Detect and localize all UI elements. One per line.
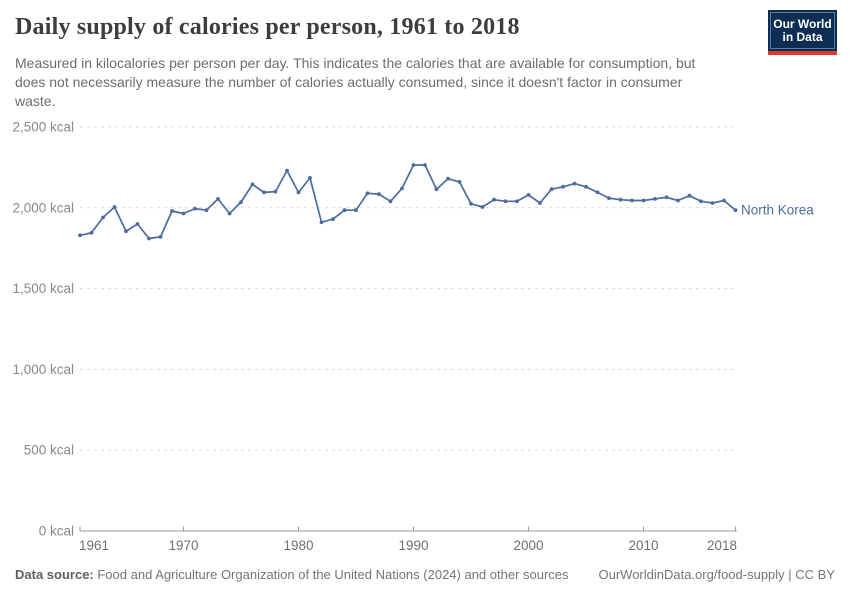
data-point bbox=[549, 187, 554, 192]
data-point bbox=[89, 230, 94, 235]
data-point bbox=[561, 184, 565, 189]
data-point bbox=[262, 190, 266, 195]
data-point bbox=[365, 191, 370, 196]
data-point bbox=[722, 198, 726, 203]
data-point bbox=[572, 181, 577, 186]
owid-logo-text: in Data bbox=[782, 29, 823, 44]
data-line bbox=[79, 164, 737, 240]
data-point bbox=[733, 208, 738, 213]
data-point bbox=[664, 195, 669, 200]
owid-logo-text: Our World bbox=[773, 16, 832, 31]
y-tick-label: 500 kcal bbox=[24, 443, 74, 458]
data-point bbox=[699, 199, 703, 204]
data-point bbox=[503, 199, 508, 204]
x-tick-label: 2010 bbox=[628, 538, 658, 553]
subtitle-line: does not necessarily measure the number … bbox=[15, 74, 683, 90]
data-point bbox=[285, 168, 289, 173]
data-point bbox=[457, 180, 462, 184]
x-tick-label: 2000 bbox=[513, 538, 543, 553]
data-point bbox=[147, 236, 151, 241]
y-tick-label: 1,500 kcal bbox=[12, 281, 74, 296]
data-point bbox=[377, 192, 381, 197]
page-title: Daily supply of calories per person, 196… bbox=[15, 14, 520, 40]
data-point bbox=[170, 209, 174, 213]
data-point bbox=[480, 205, 485, 209]
data-point bbox=[676, 198, 680, 203]
data-point bbox=[216, 197, 220, 201]
data-point bbox=[227, 211, 232, 216]
y-tick-label: 2,000 kcal bbox=[12, 200, 74, 215]
data-point bbox=[492, 197, 496, 202]
data-point bbox=[400, 186, 404, 191]
owid-cc-link[interactable]: OurWorldinData.org/food-supply | CC BY bbox=[598, 567, 835, 582]
data-source-text: Food and Agriculture Organization of the… bbox=[93, 567, 569, 582]
data-point bbox=[469, 201, 473, 206]
data-point bbox=[526, 193, 531, 197]
data-point bbox=[618, 197, 623, 202]
data-point bbox=[331, 217, 335, 222]
data-point bbox=[354, 208, 358, 213]
data-point bbox=[411, 163, 416, 167]
data-point bbox=[434, 187, 439, 192]
data-point bbox=[124, 229, 128, 234]
data-point bbox=[607, 196, 611, 201]
data-point bbox=[641, 198, 646, 203]
data-point bbox=[101, 215, 105, 220]
data-point bbox=[446, 176, 450, 181]
data-point bbox=[78, 233, 82, 238]
data-point bbox=[630, 198, 634, 203]
data-point bbox=[193, 206, 197, 211]
data-point bbox=[515, 199, 519, 204]
data-point bbox=[687, 193, 692, 198]
subtitle-line: waste. bbox=[15, 93, 56, 109]
x-tick-label: 1990 bbox=[398, 538, 428, 553]
data-point bbox=[273, 189, 278, 194]
y-tick-label: 0 kcal bbox=[39, 524, 74, 539]
data-point bbox=[595, 190, 600, 195]
data-point bbox=[319, 220, 324, 225]
y-tick-label: 2,500 kcal bbox=[12, 120, 74, 135]
data-point bbox=[584, 184, 588, 189]
chart-subtitle: Measured in kilocalories per person per … bbox=[15, 54, 695, 111]
data-source-label: Data source: bbox=[15, 567, 94, 582]
data-point bbox=[181, 211, 186, 216]
data-point bbox=[204, 208, 209, 213]
data-point bbox=[158, 235, 163, 239]
data-point bbox=[423, 163, 427, 167]
y-tick-label: 1,000 kcal bbox=[12, 362, 74, 377]
data-point bbox=[342, 208, 347, 213]
data-point bbox=[538, 201, 542, 205]
data-point bbox=[250, 182, 255, 187]
x-tick-label: 2018 bbox=[707, 538, 737, 553]
data-source: Data source: Food and Agriculture Organi… bbox=[15, 567, 569, 582]
x-tick-label: 1970 bbox=[168, 538, 198, 553]
subtitle-line: Measured in kilocalories per person per … bbox=[15, 55, 696, 71]
owid-logo[interactable]: Our World in Data bbox=[768, 10, 837, 55]
data-point bbox=[296, 190, 301, 195]
data-point bbox=[308, 176, 312, 180]
data-point bbox=[112, 205, 117, 209]
owid-logo-inner: Our World in Data bbox=[770, 12, 835, 49]
data-point bbox=[653, 197, 657, 201]
x-tick-label: 1961 bbox=[79, 538, 109, 553]
x-tick-label: 1980 bbox=[283, 538, 313, 553]
data-point bbox=[239, 200, 243, 205]
data-point bbox=[135, 222, 140, 226]
chart-footer: Data source: Food and Agriculture Organi… bbox=[15, 567, 835, 582]
data-point bbox=[388, 199, 393, 204]
data-point bbox=[710, 201, 715, 205]
series-label: North Korea bbox=[741, 203, 814, 218]
